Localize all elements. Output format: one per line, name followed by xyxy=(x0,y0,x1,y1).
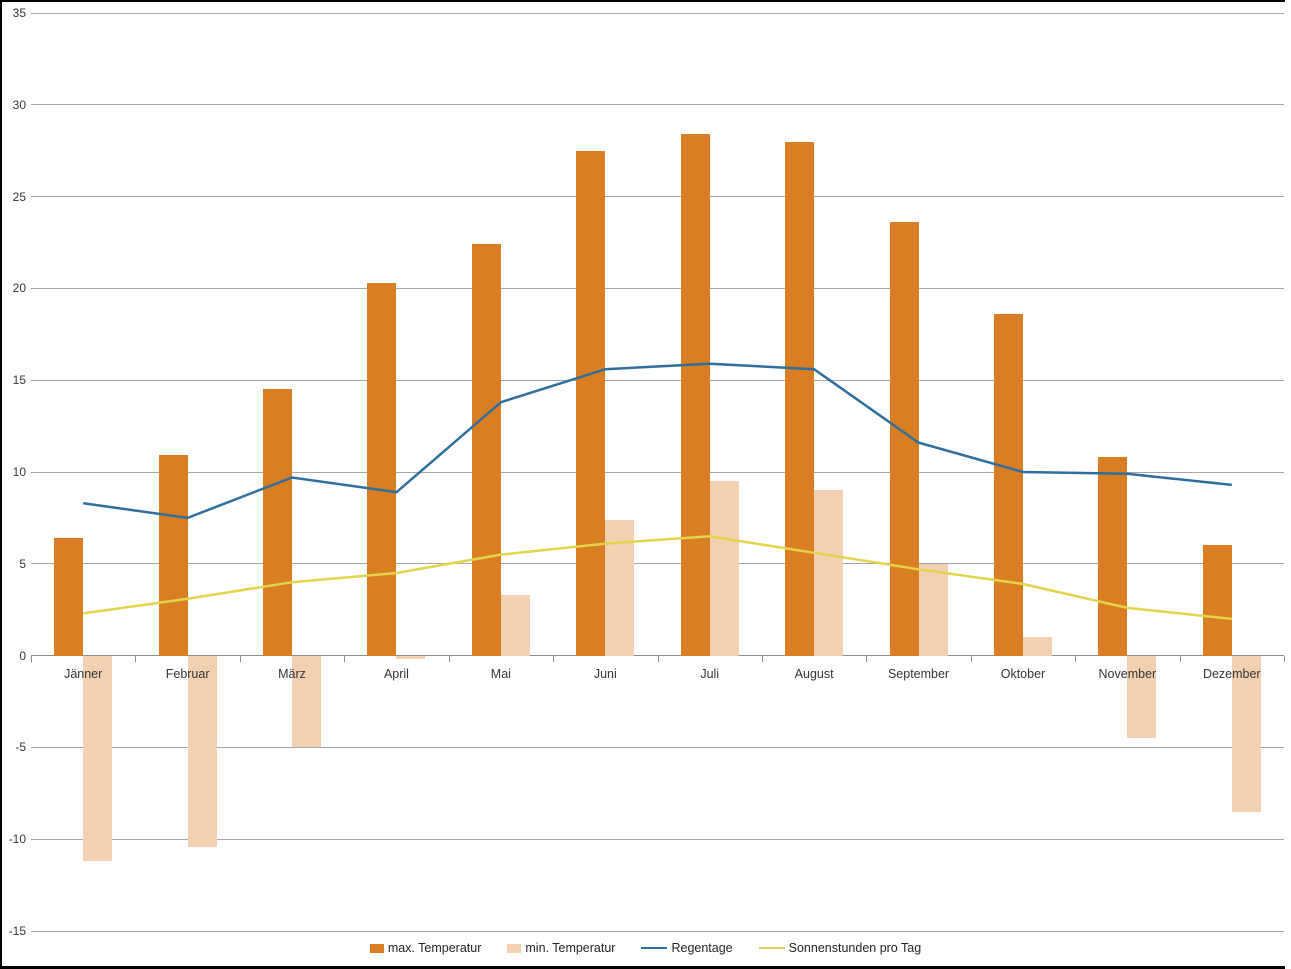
bar-min-temperatur-oktober[interactable] xyxy=(1022,637,1052,656)
x-axis-tick xyxy=(657,655,659,662)
gridline xyxy=(31,930,1284,932)
legend-label: max. Temperatur xyxy=(387,941,482,955)
legend-label: Sonnenstunden pro Tag xyxy=(788,941,922,955)
bar-max-temperatur-jänner[interactable] xyxy=(54,538,84,656)
x-axis-label-juni: Juni xyxy=(593,666,617,681)
x-axis-tick xyxy=(448,655,450,662)
gridline xyxy=(31,379,1284,381)
x-axis-tick xyxy=(31,655,32,662)
legend-item-regentage[interactable]: Regentage xyxy=(641,941,733,955)
x-axis-tick xyxy=(1284,655,1285,662)
bar-min-temperatur-juli[interactable] xyxy=(709,481,739,656)
x-axis-label-februar: Februar xyxy=(165,666,210,681)
bar-max-temperatur-dezember[interactable] xyxy=(1202,545,1232,656)
legend-label: min. Temperatur xyxy=(525,941,616,955)
y-axis-tick-label: 35 xyxy=(12,6,26,20)
y-axis-tick-label: 10 xyxy=(12,465,26,479)
y-axis-tick-label: 5 xyxy=(19,556,26,571)
x-axis-label-august: August xyxy=(794,666,834,681)
y-axis-tick-label: -10 xyxy=(8,832,26,847)
y-axis-tick-label: 0 xyxy=(19,648,26,663)
chart-border-bottom xyxy=(0,966,1285,969)
x-axis-tick xyxy=(761,655,763,662)
x-axis-label-märz: März xyxy=(278,666,306,681)
legend-item-sonnenstunden[interactable]: Sonnenstunden pro Tag xyxy=(758,941,922,955)
bar-min-temperatur-jänner[interactable] xyxy=(83,655,113,862)
bar-max-temperatur-november[interactable] xyxy=(1098,457,1128,656)
bar-max-temperatur-august[interactable] xyxy=(785,141,815,656)
chart-border-left xyxy=(0,0,2,969)
min-temperatur-swatch-icon xyxy=(507,943,522,953)
bar-max-temperatur-märz[interactable] xyxy=(263,389,293,656)
gridline xyxy=(31,12,1284,14)
sonnenstunden-line-swatch-icon xyxy=(758,946,785,950)
max-temperatur-swatch-icon xyxy=(369,943,384,953)
x-axis-label-juli: Juli xyxy=(700,666,720,681)
bar-min-temperatur-april[interactable] xyxy=(396,655,426,660)
legend-label: Regentage xyxy=(671,941,733,955)
x-axis-tick xyxy=(1075,655,1077,662)
y-axis-tick-label: 15 xyxy=(12,373,26,388)
bar-max-temperatur-mai[interactable] xyxy=(471,244,501,656)
x-axis-label-dezember: Dezember xyxy=(1202,666,1261,681)
gridline xyxy=(31,287,1284,289)
x-axis-label-oktober: Oktober xyxy=(1000,666,1046,681)
chart-border-top xyxy=(0,0,1285,2)
x-axis-tick xyxy=(239,655,241,662)
bar-max-temperatur-juni[interactable] xyxy=(576,150,606,656)
x-axis-label-jänner: Jänner xyxy=(64,666,103,681)
y-axis-tick-label: -5 xyxy=(15,740,26,755)
bar-min-temperatur-august[interactable] xyxy=(814,490,844,656)
x-axis-tick xyxy=(1179,655,1181,662)
x-axis-tick xyxy=(344,655,346,662)
bar-min-temperatur-september[interactable] xyxy=(918,563,948,656)
x-axis-tick xyxy=(135,655,137,662)
gridline xyxy=(31,838,1284,840)
x-axis-label-september: September xyxy=(887,666,950,681)
gridline xyxy=(31,563,1284,565)
bar-max-temperatur-oktober[interactable] xyxy=(993,314,1023,656)
x-axis-label-mai: Mai xyxy=(490,666,511,681)
bar-min-temperatur-november[interactable] xyxy=(1127,655,1157,739)
bar-min-temperatur-februar[interactable] xyxy=(187,655,217,847)
y-axis-tick-label: 30 xyxy=(12,97,26,112)
x-axis-tick xyxy=(553,655,555,662)
bar-max-temperatur-februar[interactable] xyxy=(158,455,188,656)
legend-item-min-temperatur[interactable]: min. Temperatur xyxy=(507,941,615,955)
gridline xyxy=(31,471,1284,473)
gridline xyxy=(31,104,1284,106)
bar-max-temperatur-juli[interactable] xyxy=(680,134,710,656)
regentage-line[interactable] xyxy=(83,362,1232,520)
x-axis-label-april: April xyxy=(383,666,409,681)
bar-min-temperatur-mai[interactable] xyxy=(500,595,530,656)
chart-legend: max. Temperatur min. Temperatur Regentag… xyxy=(0,941,1291,955)
bar-max-temperatur-april[interactable] xyxy=(367,282,397,656)
bar-min-temperatur-dezember[interactable] xyxy=(1231,655,1261,812)
y-axis-tick-label: 20 xyxy=(12,281,26,296)
sonnenstunden-pro-tag-line[interactable] xyxy=(83,535,1232,621)
regentage-line-swatch-icon xyxy=(641,946,668,950)
gridline xyxy=(31,196,1284,198)
gridline xyxy=(31,746,1284,748)
x-axis-label-november: November xyxy=(1098,666,1157,681)
x-axis-tick xyxy=(970,655,972,662)
x-axis-tick xyxy=(866,655,868,662)
legend-item-max-temperatur[interactable]: max. Temperatur xyxy=(369,941,482,955)
y-axis-tick-label: -15 xyxy=(8,924,26,938)
y-axis-tick-label: 25 xyxy=(12,189,26,204)
bar-min-temperatur-märz[interactable] xyxy=(292,655,322,748)
